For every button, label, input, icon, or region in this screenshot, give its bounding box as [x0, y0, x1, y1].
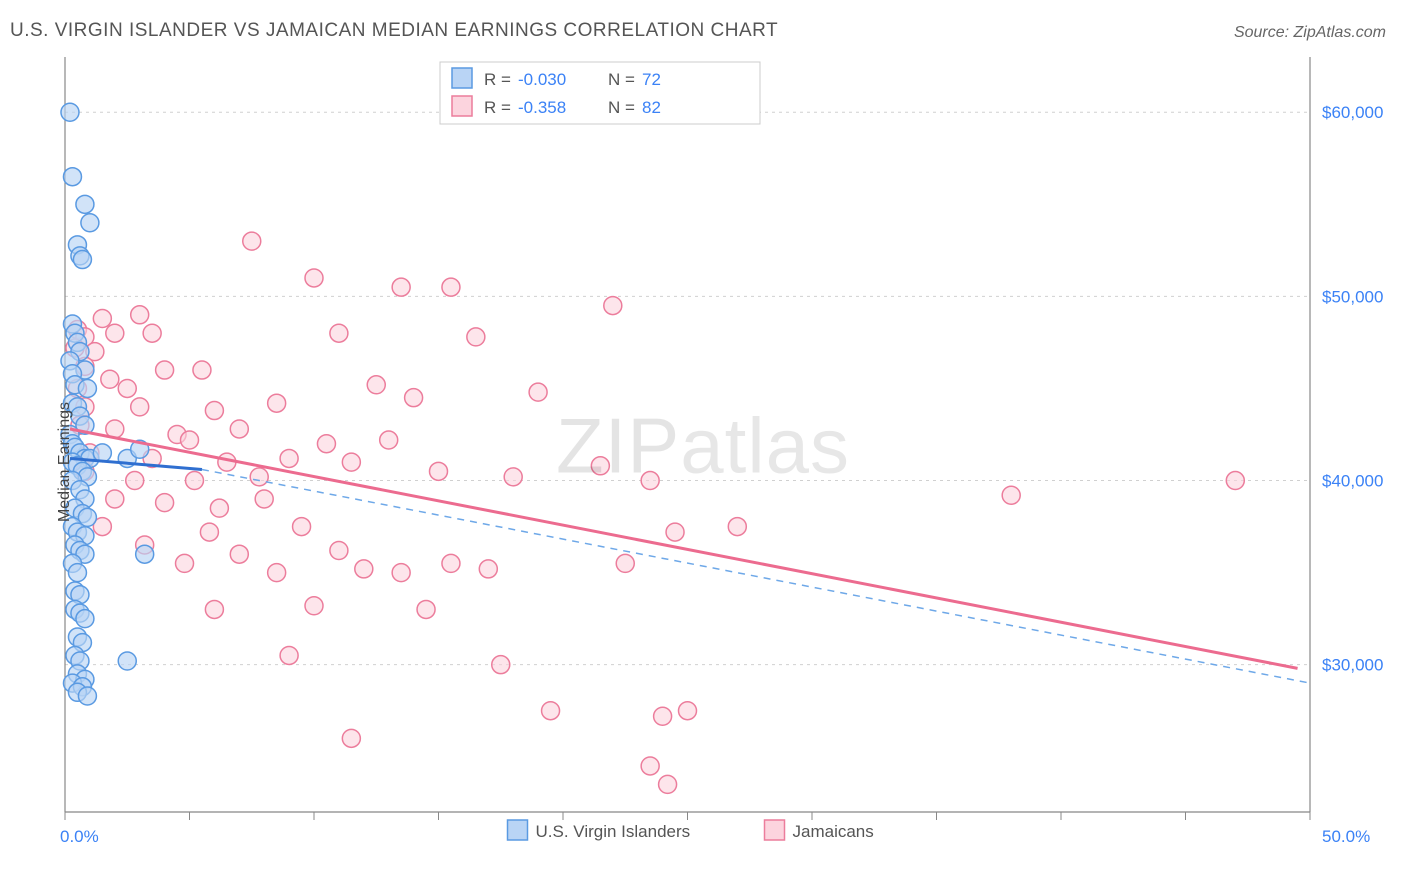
svg-text:R =: R = [484, 98, 511, 117]
chart-area: Median Earnings ZIPatlas $30,000$40,000$… [10, 52, 1396, 872]
svg-text:Jamaicans: Jamaicans [793, 822, 874, 841]
svg-text:$30,000: $30,000 [1322, 656, 1383, 675]
source-label: Source: ZipAtlas.com [1234, 24, 1386, 42]
svg-text:0.0%: 0.0% [60, 827, 99, 846]
svg-text:-0.358: -0.358 [518, 98, 566, 117]
svg-text:$40,000: $40,000 [1322, 472, 1383, 491]
svg-text:50.0%: 50.0% [1322, 827, 1370, 846]
svg-text:$50,000: $50,000 [1322, 287, 1383, 306]
svg-text:N =: N = [608, 70, 635, 89]
svg-text:82: 82 [642, 98, 661, 117]
chart-title: U.S. VIRGIN ISLANDER VS JAMAICAN MEDIAN … [10, 20, 778, 42]
scatter-chart: $30,000 $40,000 $50,000 $60,000 0.0% 50.0% R =… [10, 52, 1396, 872]
svg-text:U.S. Virgin Islanders: U.S. Virgin Islanders [536, 822, 691, 841]
svg-text:-0.030: -0.030 [518, 70, 566, 89]
svg-text:R =: R = [484, 70, 511, 89]
y-axis-label: Median Earnings [56, 402, 74, 522]
svg-text:72: 72 [642, 70, 661, 89]
svg-text:N =: N = [608, 98, 635, 117]
svg-text:$60,000: $60,000 [1322, 103, 1383, 122]
